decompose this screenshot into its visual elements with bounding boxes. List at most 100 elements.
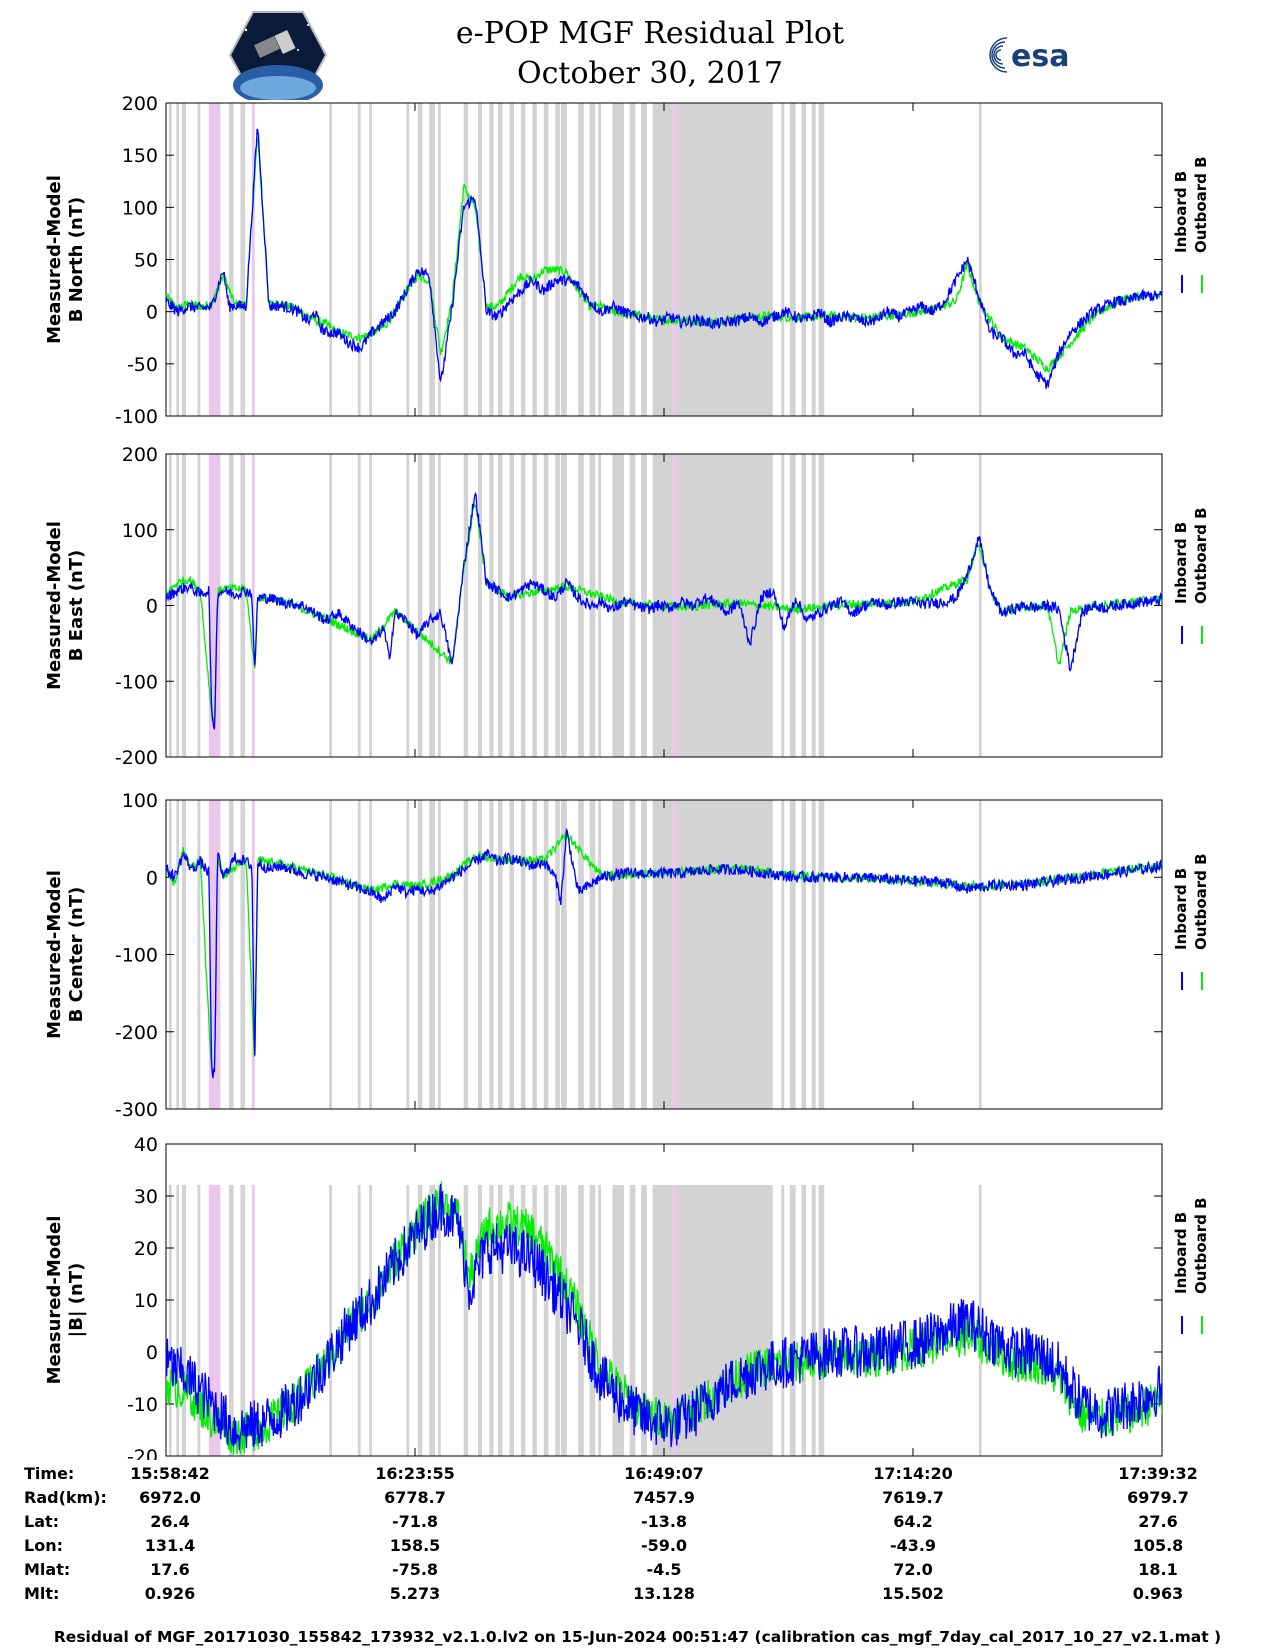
data-gap-band — [978, 454, 982, 757]
data-gap-band — [176, 800, 180, 1109]
y-tick-label: 40 — [134, 1134, 158, 1156]
legend-entry-outboard: Outboard B — [1192, 507, 1210, 604]
data-gap-band — [818, 800, 825, 1109]
legend: Inboard B Outboard B — [1172, 507, 1210, 644]
y-tick-label: -100 — [115, 406, 158, 428]
data-gap-band — [182, 1185, 187, 1456]
data-gap-band — [520, 454, 526, 757]
table-cell: 7457.9 — [633, 1488, 695, 1507]
data-gap-band — [477, 1185, 482, 1456]
flag-band — [208, 103, 221, 416]
data-gap-band — [520, 800, 526, 1109]
esa-logo-icon: esa — [989, 37, 1069, 74]
data-gap-band — [168, 1185, 172, 1456]
table-cell: 26.4 — [150, 1512, 190, 1531]
data-gap-band — [357, 1185, 361, 1456]
table-row-label: Mlat: — [24, 1560, 71, 1579]
data-gap-band — [176, 454, 180, 757]
data-gap-band — [598, 1185, 602, 1456]
data-gap-band — [489, 103, 494, 416]
table-row-label: Lat: — [24, 1512, 60, 1531]
data-gap-band — [555, 1185, 560, 1456]
table-row-label: Rad(km): — [24, 1488, 107, 1507]
data-gap-band — [789, 1185, 796, 1456]
legend-entry-inboard: Inboard B — [1172, 868, 1190, 950]
y-tick-label: 0 — [146, 596, 158, 618]
data-gap-band — [329, 800, 332, 1109]
legend-entry-outboard: Outboard B — [1192, 1197, 1210, 1294]
data-gap-band — [228, 1185, 234, 1456]
data-gap-band — [240, 103, 245, 416]
data-gap-band — [629, 103, 636, 416]
table-cell: 72.0 — [893, 1560, 933, 1579]
table-cell: 17:39:32 — [1118, 1464, 1198, 1483]
data-gap-band — [417, 800, 423, 1109]
data-gap-band — [463, 454, 469, 757]
data-gap-band — [463, 800, 469, 1109]
flag-band — [251, 454, 255, 757]
data-gap-band — [498, 800, 503, 1109]
y-tick-label: 100 — [122, 520, 158, 542]
table-cell: -71.8 — [391, 1512, 439, 1531]
legend-entry-inboard: Inboard B — [1172, 171, 1190, 253]
data-gap-band — [612, 800, 624, 1109]
data-gap-band — [228, 103, 234, 416]
data-gap-band — [477, 800, 482, 1109]
orbit-info-table: Time: Rad(km): Lat: Lon: Mlat: Mlt: 15:58:42 69… — [0, 1460, 1275, 1620]
legend-entry-outboard: Outboard B — [1192, 156, 1210, 253]
data-gap-band — [357, 103, 361, 416]
y-axis-label-line-1: Measured-Model — [44, 1216, 65, 1385]
data-gap-band — [357, 454, 361, 757]
table-cell: 27.6 — [1138, 1512, 1178, 1531]
title-line-1: e-POP MGF Residual Plot — [455, 16, 845, 51]
data-gap-band — [417, 103, 423, 416]
flag-band — [251, 103, 255, 416]
data-gap-band — [369, 800, 373, 1109]
data-gap-band — [589, 800, 596, 1109]
data-gap-band — [641, 800, 647, 1109]
y-tick-label: -10 — [127, 1394, 158, 1416]
data-gap-band — [978, 103, 982, 416]
data-gap-band — [463, 103, 469, 416]
table-cell: 105.8 — [1132, 1536, 1184, 1555]
legend-entry-inboard: Inboard B — [1172, 522, 1190, 604]
data-gap-band — [357, 800, 361, 1109]
legend: Inboard B Outboard B — [1172, 156, 1210, 293]
cassiope-mission-patch-icon — [228, 11, 328, 100]
data-gap-band — [789, 103, 796, 416]
data-gap-band — [801, 454, 806, 757]
data-gap-band — [197, 103, 201, 416]
data-gap-band — [560, 800, 567, 1109]
panel-4: -20 -10 0 10 20 30 40 Measured-Model|B| (nT) Inb… — [44, 1134, 1210, 1460]
data-gap-band — [417, 454, 423, 757]
data-gap-band — [543, 800, 549, 1109]
data-gap-band — [811, 103, 816, 416]
data-gap-band — [532, 1185, 537, 1456]
table-cell: 17.6 — [150, 1560, 190, 1579]
flag-band — [251, 1185, 255, 1456]
table-cell: 15.502 — [882, 1584, 944, 1603]
data-gap-band — [578, 103, 584, 416]
data-gap-band — [781, 800, 785, 1109]
data-gap-band — [329, 454, 332, 757]
y-axis-label: Measured-ModelB Center (nT) — [44, 870, 87, 1039]
y-tick-label: -300 — [115, 1099, 158, 1121]
data-gap-band — [489, 800, 494, 1109]
data-gap-band — [641, 1185, 647, 1456]
data-gap-band — [629, 800, 636, 1109]
y-tick-label: 10 — [134, 1290, 158, 1312]
table-cell: 64.2 — [893, 1512, 933, 1531]
data-gap-band — [818, 1185, 825, 1456]
data-gap-band — [811, 1185, 816, 1456]
y-axis-label: Measured-Model|B| (nT) — [44, 1216, 87, 1385]
data-gap-band — [555, 454, 560, 757]
data-gap-band — [228, 800, 234, 1109]
y-axis-label-line-1: Measured-Model — [44, 175, 65, 344]
y-axis-label-line-1: Measured-Model — [44, 521, 65, 690]
data-gap-band — [612, 103, 624, 416]
table-row-label: Lon: — [24, 1536, 63, 1555]
series-line-outboard — [166, 830, 1162, 1074]
data-gap-band — [477, 103, 482, 416]
data-gap-band — [560, 103, 567, 416]
legend: Inboard B Outboard B — [1172, 853, 1210, 990]
